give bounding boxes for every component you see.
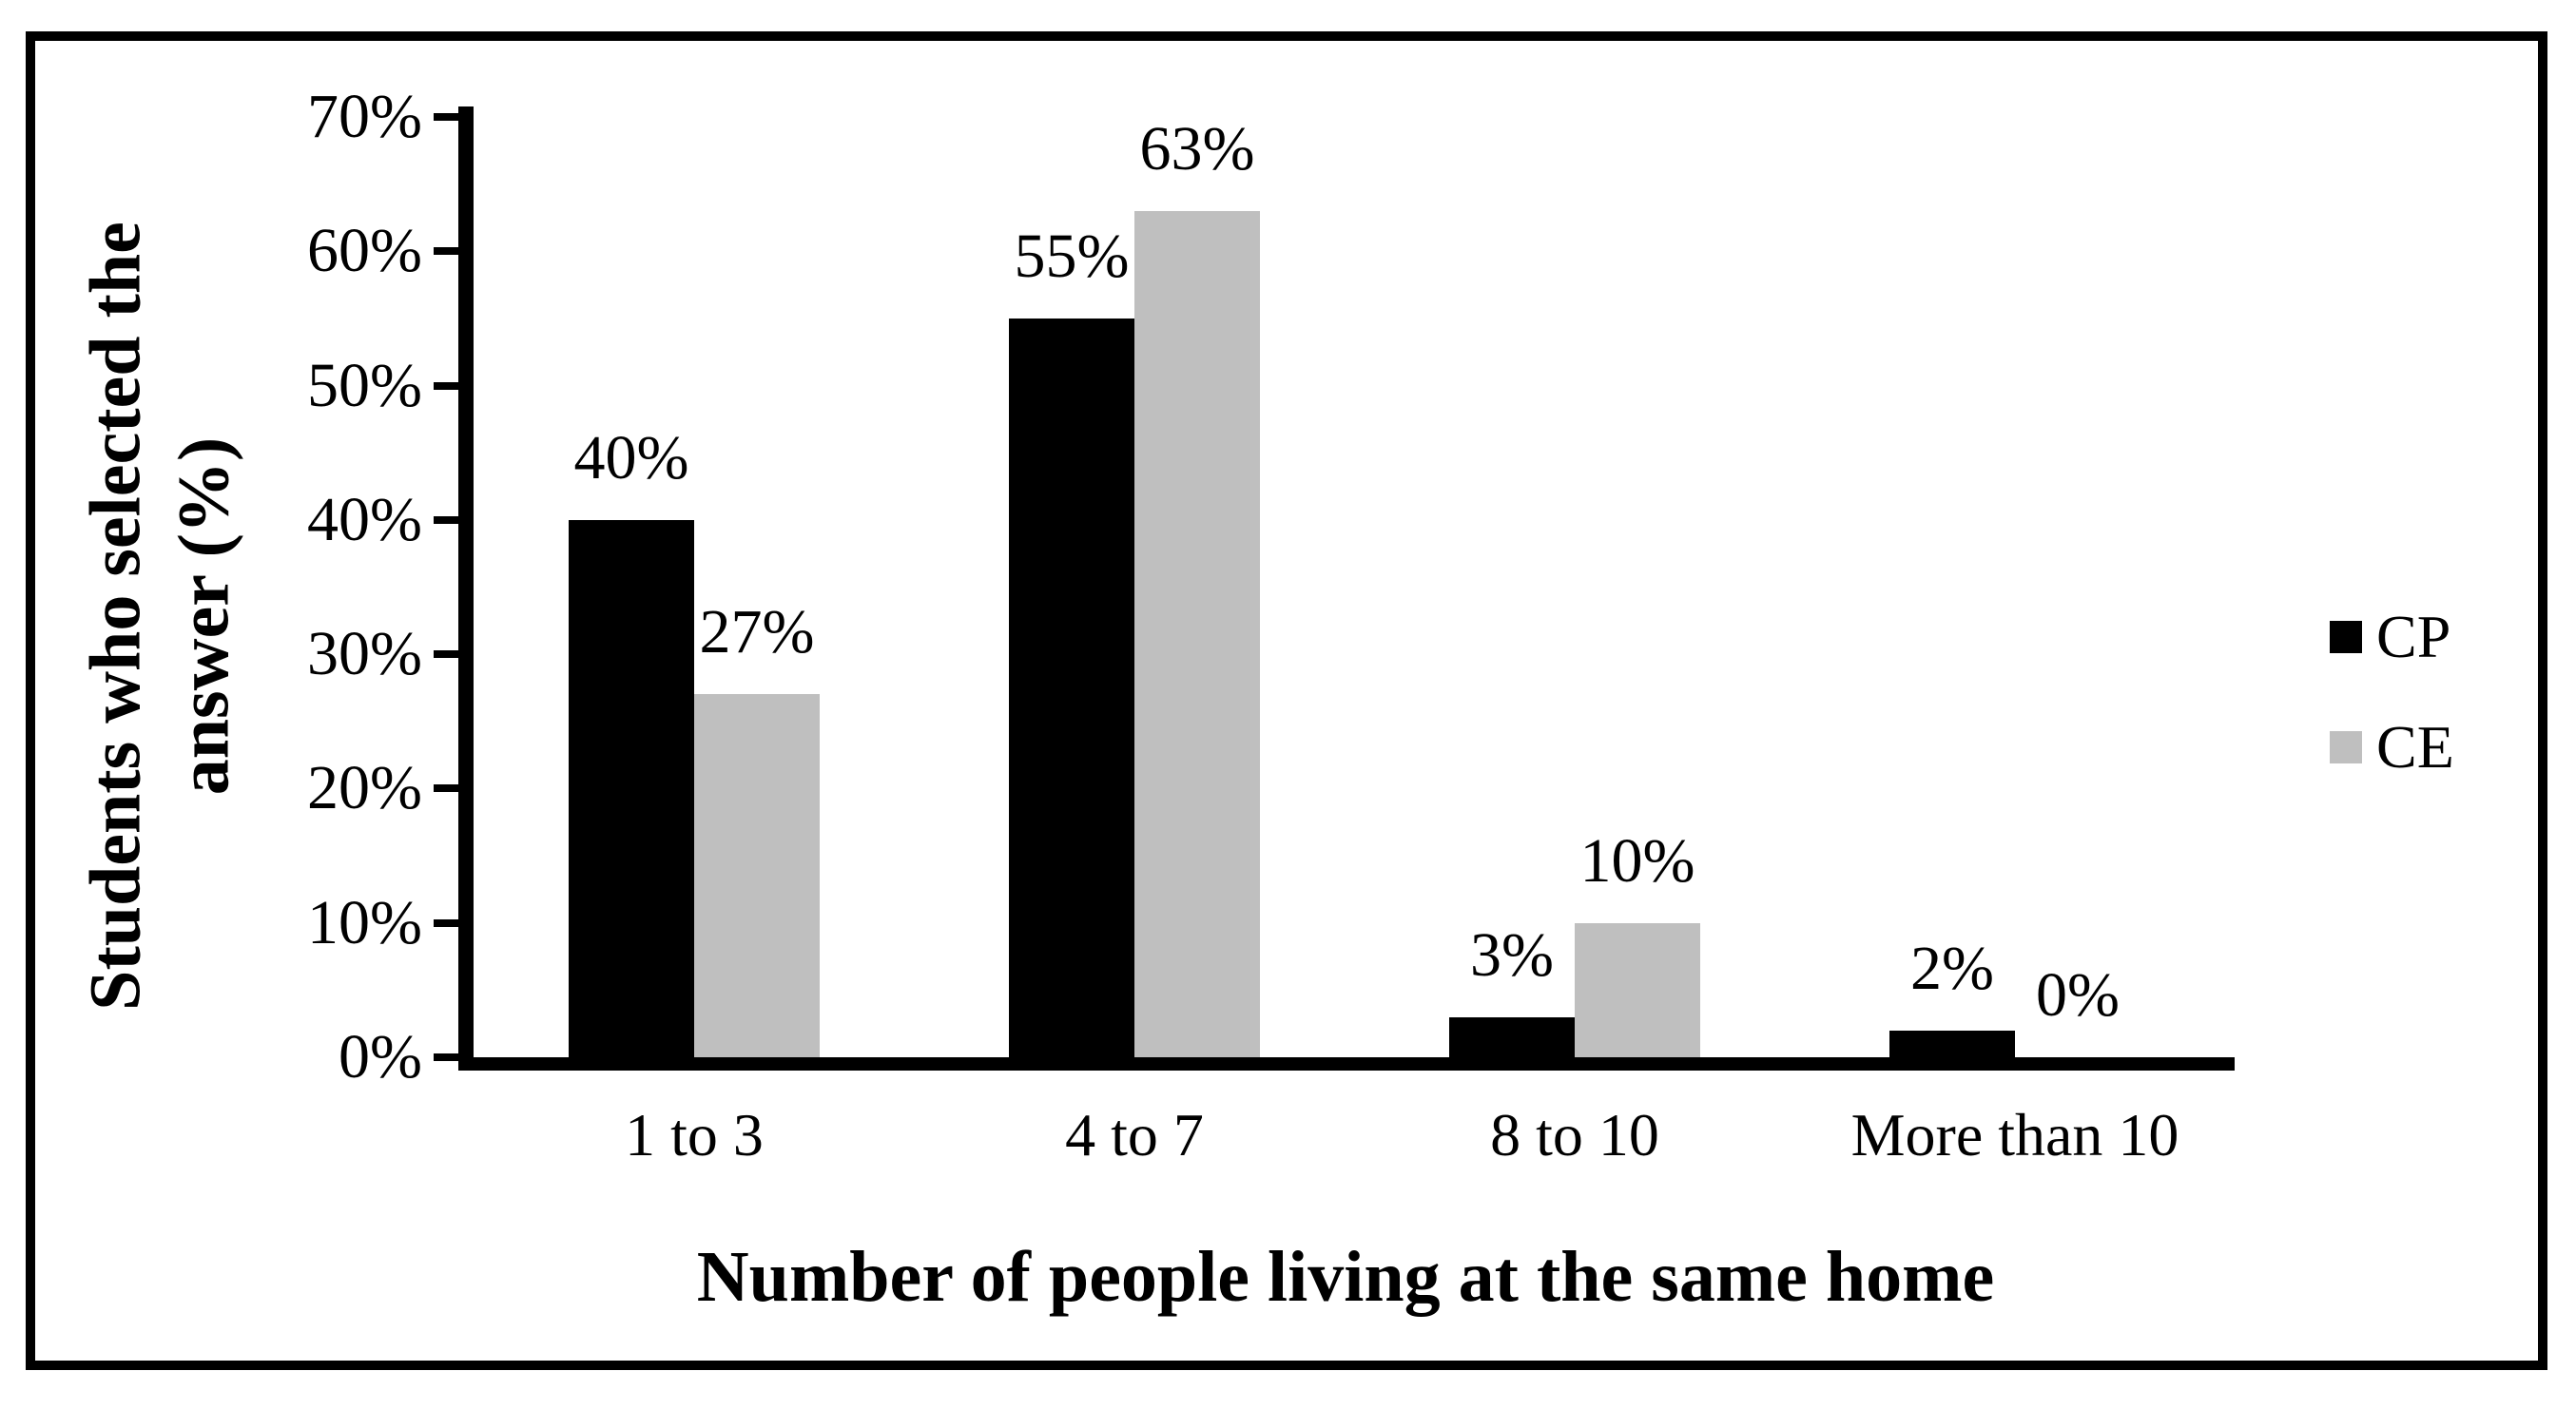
x-axis-category-label: 1 to 3 xyxy=(625,1101,764,1169)
y-axis-tick xyxy=(434,247,458,255)
legend-swatch-ce xyxy=(2330,731,2362,763)
x-axis-category-label: More than 10 xyxy=(1850,1101,2179,1169)
y-axis-tick xyxy=(434,784,458,792)
y-axis-tick-label: 30% xyxy=(307,619,422,688)
bar-cp-8-to-10 xyxy=(1449,1017,1575,1057)
y-axis-tick-label: 50% xyxy=(307,351,422,420)
data-label-cp-more-than-10: 2% xyxy=(1910,934,1994,1003)
y-axis-tick-label: 40% xyxy=(307,485,422,554)
y-axis-tick xyxy=(434,382,458,390)
y-axis-tick xyxy=(434,919,458,927)
legend-item-cp: CP xyxy=(2330,603,2451,670)
data-label-cp-4-to-7: 55% xyxy=(1014,222,1130,291)
y-axis-tick-label: 60% xyxy=(307,216,422,285)
bar-cp-4-to-7 xyxy=(1009,319,1134,1057)
data-label-ce-4-to-7: 63% xyxy=(1139,114,1255,183)
y-axis-tick xyxy=(434,516,458,524)
y-axis-tick xyxy=(434,113,458,121)
bar-ce-4-to-7 xyxy=(1134,211,1260,1057)
x-axis-category-label: 4 to 7 xyxy=(1065,1101,1204,1169)
legend-label-ce: CE xyxy=(2376,713,2454,781)
x-axis-line xyxy=(458,1057,2235,1071)
y-axis-title-line1: Students who selected the xyxy=(75,222,156,1011)
y-axis-tick xyxy=(434,1053,458,1061)
y-axis-tick xyxy=(434,650,458,658)
x-axis-category-label: 8 to 10 xyxy=(1490,1101,1659,1169)
data-label-ce-1-to-3: 27% xyxy=(699,597,815,666)
chart-border-frame xyxy=(26,31,2547,1370)
data-label-cp-8-to-10: 3% xyxy=(1470,920,1554,990)
legend-label-cp: CP xyxy=(2376,603,2451,670)
bar-ce-1-to-3 xyxy=(694,694,820,1057)
data-label-ce-8-to-10: 10% xyxy=(1579,826,1695,896)
x-axis-title: Number of people living at the same home xyxy=(696,1237,1995,1317)
legend-item-ce: CE xyxy=(2330,713,2454,781)
y-axis-line xyxy=(458,106,474,1071)
y-axis-tick-label: 10% xyxy=(307,888,422,957)
y-axis-tick-label: 20% xyxy=(307,753,422,822)
bar-cp-1-to-3 xyxy=(569,520,694,1057)
data-label-cp-1-to-3: 40% xyxy=(573,423,689,493)
y-axis-tick-label: 0% xyxy=(339,1022,422,1091)
bar-cp-more-than-10 xyxy=(1889,1031,2015,1057)
y-axis-tick-label: 70% xyxy=(307,82,422,151)
legend-swatch-cp xyxy=(2330,621,2362,653)
bar-ce-8-to-10 xyxy=(1575,923,1700,1057)
data-label-ce-more-than-10: 0% xyxy=(2036,960,2120,1030)
